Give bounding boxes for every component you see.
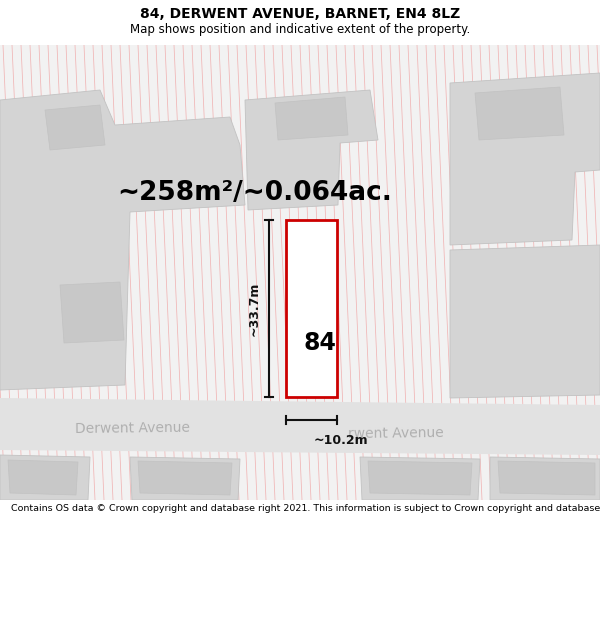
Text: 84, DERWENT AVENUE, BARNET, EN4 8LZ: 84, DERWENT AVENUE, BARNET, EN4 8LZ xyxy=(140,7,460,21)
Polygon shape xyxy=(490,457,600,500)
Text: 84: 84 xyxy=(303,331,336,356)
Polygon shape xyxy=(138,461,232,495)
Polygon shape xyxy=(498,461,595,495)
Polygon shape xyxy=(0,90,245,390)
Polygon shape xyxy=(45,105,105,150)
Text: Derwent Avenue: Derwent Avenue xyxy=(75,421,190,436)
Polygon shape xyxy=(0,398,600,455)
Text: ~258m²/~0.064ac.: ~258m²/~0.064ac. xyxy=(118,180,392,206)
Text: ~33.7m: ~33.7m xyxy=(248,281,261,336)
Polygon shape xyxy=(368,461,472,495)
Polygon shape xyxy=(0,455,90,500)
Text: rwent Avenue: rwent Avenue xyxy=(348,426,444,441)
Text: Map shows position and indicative extent of the property.: Map shows position and indicative extent… xyxy=(130,23,470,36)
Polygon shape xyxy=(60,282,124,343)
Bar xyxy=(286,220,337,397)
Bar xyxy=(286,220,337,397)
Polygon shape xyxy=(275,97,348,140)
Polygon shape xyxy=(360,457,480,500)
Polygon shape xyxy=(245,90,378,210)
Text: ~10.2m: ~10.2m xyxy=(314,434,368,447)
Text: Contains OS data © Crown copyright and database right 2021. This information is : Contains OS data © Crown copyright and d… xyxy=(11,504,600,512)
Polygon shape xyxy=(8,460,78,495)
Polygon shape xyxy=(450,73,600,245)
Polygon shape xyxy=(130,457,240,500)
Polygon shape xyxy=(450,245,600,398)
Polygon shape xyxy=(475,87,564,140)
